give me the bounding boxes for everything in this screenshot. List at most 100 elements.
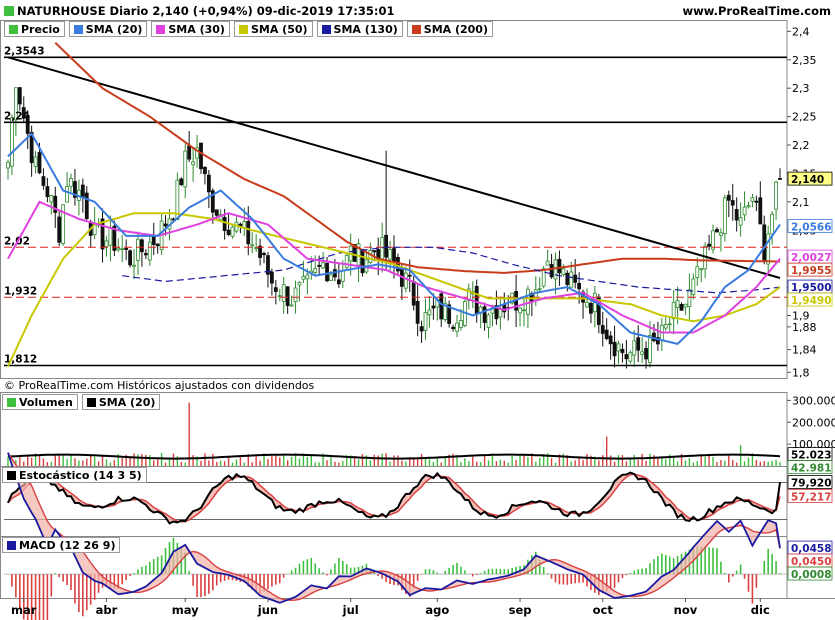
candle-body — [266, 255, 270, 275]
candle-body — [663, 324, 668, 329]
price-legend-item-1[interactable]: SMA (20) — [68, 21, 148, 37]
candle-body — [57, 216, 62, 243]
candle-body — [143, 253, 148, 256]
candle-body — [455, 322, 459, 332]
sma50-line — [7, 212, 781, 368]
candle-body — [250, 244, 255, 247]
legend-label: Volumen — [19, 395, 73, 409]
candle-body — [10, 117, 14, 167]
time-axis-label: jul — [342, 603, 359, 617]
candle-body — [415, 301, 420, 324]
candle-body — [163, 223, 168, 227]
candle-body — [734, 209, 739, 221]
price-legend-item-4[interactable]: SMA (130) — [316, 21, 403, 37]
stoch-value-box-label: 79,920 — [791, 477, 832, 489]
candle-body — [155, 243, 160, 247]
volume-legend-item-1[interactable]: SMA (20) — [81, 394, 161, 410]
candle-body — [498, 308, 503, 318]
candle-body — [715, 229, 719, 233]
price-y-tick-label: 1,88 — [792, 321, 817, 334]
price-legend-item-3[interactable]: SMA (50) — [233, 21, 313, 37]
price-legend-item-0[interactable]: Precio — [4, 21, 65, 37]
price-value-box-label: 1,9490 — [791, 295, 832, 307]
candle-body — [21, 107, 26, 119]
macd-legend-item-0[interactable]: MACD (12 26 9) — [2, 537, 121, 553]
price-y-tick-label: 2,2 — [792, 139, 810, 152]
candle-body — [17, 87, 22, 105]
stochastic-legend: Estocástico (14 3 5) — [2, 467, 147, 483]
candle-body — [411, 281, 416, 306]
candle-body — [222, 216, 227, 231]
candle-body — [380, 237, 385, 262]
candle-body — [640, 351, 645, 355]
price-y-tick-label: 2,1 — [792, 196, 810, 209]
legend-swatch — [156, 24, 166, 34]
price-y-tick-label: 2,3 — [792, 82, 810, 95]
candle-body — [474, 285, 479, 315]
candle-body — [100, 218, 105, 250]
candle-body — [187, 145, 192, 160]
candle-body — [778, 178, 782, 180]
legend-swatch — [73, 24, 83, 34]
candle-body — [128, 250, 133, 266]
price-legend: Precio SMA (20) SMA (30) SMA (50) SMA (130) S… — [4, 21, 493, 37]
price-legend-item-5[interactable]: SMA (200) — [406, 21, 493, 37]
candle-body — [344, 254, 349, 268]
candle-body — [53, 195, 58, 213]
candle-body — [273, 287, 278, 292]
time-axis-label: nov — [674, 603, 698, 617]
macd-value-box-label: 0,0008 — [791, 569, 832, 581]
candle-body — [750, 197, 755, 202]
legend-swatch — [7, 470, 16, 480]
candle-body — [132, 264, 136, 267]
sma20-line — [7, 132, 781, 345]
candle-body — [604, 329, 609, 340]
volume-y-tick-label: 300.000 — [792, 394, 835, 407]
candle-body — [427, 309, 432, 316]
candle-body — [518, 307, 522, 314]
candle-body — [553, 259, 558, 280]
candle-body — [37, 152, 42, 174]
candle-body — [289, 304, 294, 307]
candle-body — [214, 209, 219, 216]
candle-body — [368, 250, 373, 264]
volume-legend-item-0[interactable]: Volumen — [2, 394, 78, 410]
candle-body — [210, 190, 215, 213]
site-link[interactable]: www.ProRealTime.com — [682, 4, 831, 18]
candle-body — [147, 241, 152, 261]
candle-body — [258, 245, 262, 258]
candle-body — [61, 204, 66, 244]
candle-body — [297, 282, 302, 286]
candle-body — [667, 323, 672, 326]
candle-body — [80, 184, 85, 197]
candle-body — [13, 87, 18, 121]
candle-body — [451, 326, 455, 330]
legend-swatch — [7, 397, 16, 407]
volume-y-tick-label: 200.000 — [792, 416, 835, 429]
candle-body — [758, 197, 763, 225]
price-y-tick-label: 1,84 — [792, 344, 817, 357]
stoch-legend-item-0[interactable]: Estocástico (14 3 5) — [2, 467, 147, 483]
candle-body — [628, 352, 633, 362]
candle-body — [652, 332, 656, 342]
candle-body — [108, 227, 113, 246]
candle-body — [321, 262, 326, 269]
candle-body — [431, 305, 436, 309]
legend-label: SMA (20) — [98, 395, 156, 409]
candle-body — [569, 271, 574, 288]
price-legend-item-2[interactable]: SMA (30) — [151, 21, 230, 37]
chart-icon — [4, 6, 14, 16]
candle-body — [632, 340, 637, 356]
stoch-value-box — [787, 489, 833, 503]
legend-label: SMA (130) — [333, 22, 398, 36]
candle-body — [722, 197, 727, 234]
candle-body — [711, 230, 715, 250]
candle-body — [577, 283, 582, 290]
candle-body — [691, 278, 696, 295]
candle-body — [407, 274, 412, 277]
candle-body — [313, 268, 318, 273]
price-value-box — [787, 219, 833, 233]
candle-body — [65, 186, 69, 203]
candle-body — [738, 217, 743, 226]
